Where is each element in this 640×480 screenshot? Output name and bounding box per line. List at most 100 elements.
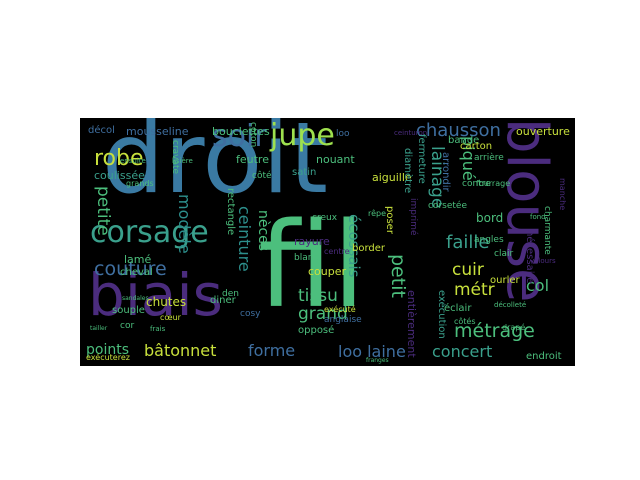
word-71: border	[352, 243, 386, 254]
word-35: nouant	[316, 153, 355, 166]
word-45: opposé	[298, 325, 335, 336]
word-34: ouverture	[516, 125, 570, 138]
word-86: ensuite	[120, 157, 146, 165]
word-73: cosy	[240, 309, 261, 319]
word-58: entièrement	[405, 290, 418, 358]
word-6: soir	[212, 119, 267, 154]
word-62: arrière	[474, 153, 504, 163]
word-78: côtés	[454, 317, 476, 326]
word-59: arrondir	[440, 152, 451, 192]
word-12: nèces	[255, 210, 271, 252]
word-65: charmante	[542, 206, 552, 255]
word-21: grand	[298, 304, 348, 324]
word-48: creux	[312, 213, 338, 223]
word-70: cravate	[170, 140, 180, 175]
word-44: couper	[308, 265, 347, 278]
word-22: métr	[454, 280, 495, 300]
word-55: endroit	[526, 351, 562, 362]
word-91: tailler	[90, 325, 108, 332]
word-11: ceinture	[235, 206, 254, 272]
word-85: centre	[324, 247, 350, 256]
word-66: fermeture	[416, 134, 427, 184]
word-4: corsage	[90, 215, 209, 250]
word-87: fond	[530, 213, 546, 221]
word-52: angles	[474, 235, 504, 245]
word-41: cheval	[120, 267, 153, 278]
word-94: corsetée	[428, 201, 467, 211]
word-17: couture	[94, 258, 167, 280]
word-8: chausson	[416, 120, 501, 141]
word-13: écossais	[345, 214, 363, 278]
word-31: mousseline	[126, 125, 189, 138]
word-36: satin	[292, 167, 317, 178]
word-53: clair	[494, 249, 514, 259]
word-2: blouse	[494, 118, 559, 303]
word-97: franges	[366, 357, 389, 364]
word-98: velours	[530, 257, 556, 265]
word-46: rayure	[294, 235, 330, 248]
word-89: sandales	[122, 295, 149, 302]
word-60: bande	[448, 135, 480, 146]
word-19: petit	[387, 254, 409, 298]
word-33: décol	[88, 125, 115, 136]
word-96: ceinturon	[394, 129, 428, 137]
word-cloud: droit fil blouse biais corsage jupe soir robe ch…	[80, 118, 575, 366]
word-76: loo	[336, 129, 350, 139]
word-18: cuir	[452, 260, 484, 280]
word-29: concert	[432, 342, 493, 361]
word-42: souple	[112, 305, 145, 316]
word-9: petite	[93, 186, 113, 236]
word-20: tissu	[298, 286, 338, 306]
word-25: points	[86, 342, 129, 358]
word-72: anglaise	[324, 315, 362, 325]
word-50: poser	[384, 206, 395, 234]
word-3: biais	[88, 261, 223, 329]
word-77: imprimé	[408, 198, 418, 236]
word-88: frais	[150, 325, 166, 333]
word-43: diner	[210, 295, 236, 306]
word-7: robe	[94, 146, 144, 171]
word-67: diamètre	[402, 148, 413, 194]
word-75: cor	[120, 321, 135, 331]
word-68: côté	[252, 171, 272, 181]
word-51: bord	[476, 211, 504, 225]
word-40: lamé	[124, 253, 152, 266]
word-23: col	[526, 276, 550, 295]
word-1: fil	[258, 196, 366, 334]
word-64: nécessaire	[524, 230, 535, 284]
word-26: bâtonnet	[144, 341, 217, 360]
word-16: faille	[446, 232, 490, 253]
word-81: grands	[126, 179, 154, 188]
word-32: bouclettes	[212, 125, 270, 138]
word-95: lisière	[172, 157, 193, 165]
word-74: den	[222, 289, 239, 299]
word-61: carton	[460, 141, 493, 152]
word-0: droit	[102, 118, 328, 216]
word-5: jupe	[270, 118, 335, 153]
word-49: aiguille	[372, 171, 412, 184]
word-14: lainage	[427, 146, 447, 209]
word-93: décolleté	[494, 301, 527, 309]
word-79: drapé	[502, 323, 526, 332]
word-30: coulissée	[94, 169, 145, 182]
word-92: manche	[558, 178, 567, 211]
word-38: rectangle	[225, 188, 236, 236]
word-24: métrage	[454, 320, 535, 342]
word-27: forme	[248, 341, 296, 360]
word-84: rêpe	[368, 209, 387, 218]
word-10: modèle	[175, 194, 194, 254]
word-90: exécuterez	[86, 353, 130, 362]
word-37: feutre	[236, 153, 269, 166]
word-54: ourler	[490, 275, 520, 286]
word-82: cœur	[160, 313, 181, 322]
word-39: chutes	[146, 295, 187, 309]
word-28: loo laine	[338, 342, 406, 361]
word-80: fourrage	[476, 179, 511, 188]
word-15: piqué	[459, 136, 478, 181]
word-69: coton	[248, 122, 258, 148]
word-56: éclair	[444, 303, 472, 314]
word-57: exécution	[436, 290, 447, 339]
word-83: exécuté	[324, 305, 356, 314]
word-47: blanc	[294, 253, 319, 263]
word-63: contre	[462, 179, 491, 189]
